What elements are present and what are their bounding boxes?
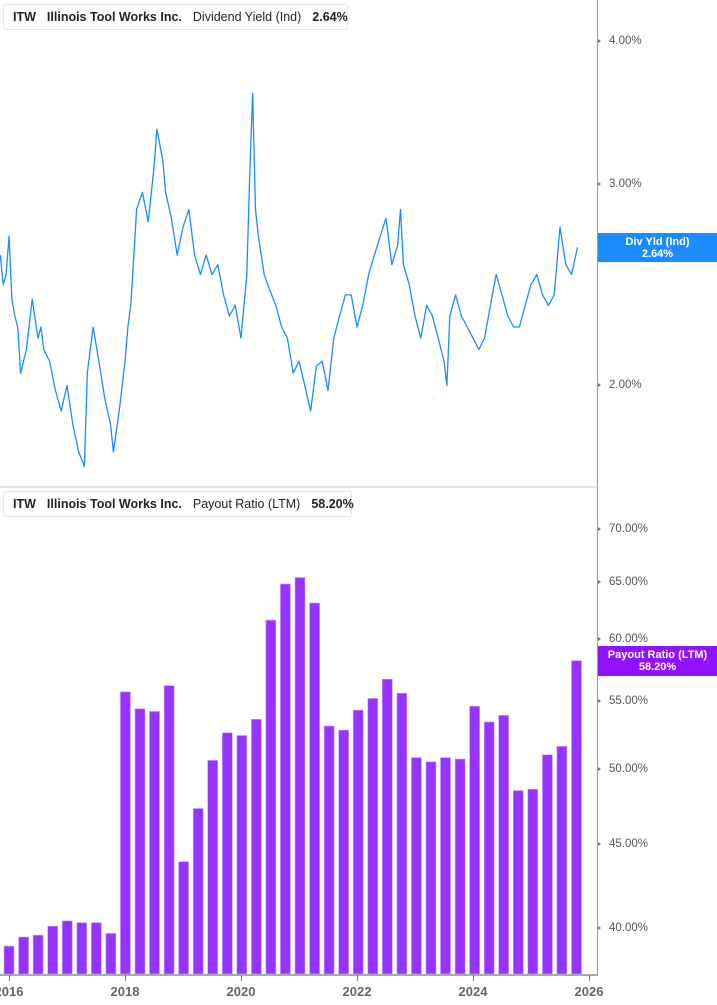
y-tick-mark: [598, 527, 602, 531]
payout-bar[interactable]: [381, 678, 393, 975]
y-tick-label: 65.00%: [609, 575, 649, 588]
x-tick-mark: [357, 975, 358, 981]
payout-ratio-legend[interactable]: ITW Illinois Tool Works Inc. Payout Rati…: [3, 491, 354, 517]
payout-bar[interactable]: [32, 934, 44, 975]
dividend-yield-legend[interactable]: ITW Illinois Tool Works Inc. Dividend Yi…: [3, 4, 348, 30]
x-tick-label: 2024: [458, 984, 488, 999]
y-tick-label: 2.00%: [609, 379, 642, 392]
x-tick-mark: [9, 975, 10, 981]
ticker-label: ITW: [13, 10, 36, 24]
x-tick-mark: [473, 975, 474, 981]
payout-bar[interactable]: [61, 920, 73, 975]
y-tick-mark: [598, 766, 602, 771]
payout-bar[interactable]: [571, 660, 582, 975]
x-tick-mark: [241, 975, 242, 981]
y-tick-mark: [598, 842, 602, 847]
payout-bar[interactable]: [280, 583, 291, 975]
y-tick-mark: [598, 636, 602, 641]
y-tick-mark: [598, 181, 602, 186]
payout-bar[interactable]: [440, 757, 451, 975]
payout-bar[interactable]: [396, 692, 408, 975]
flag-title: Payout Ratio (LTM): [607, 649, 708, 661]
payout-bar[interactable]: [178, 861, 189, 975]
payout-bar[interactable]: [3, 945, 15, 975]
payout-bar[interactable]: [163, 685, 175, 975]
ticker-label: ITW: [13, 497, 36, 511]
payout-bar[interactable]: [18, 936, 29, 975]
current-value-flag: Payout Ratio (LTM) 58.20%: [598, 646, 717, 676]
y-tick-label: 60.00%: [609, 632, 649, 645]
y-tick-mark: [598, 383, 602, 388]
payout-bar[interactable]: [527, 788, 539, 975]
x-tick-mark: [589, 975, 590, 981]
y-axis-line: [597, 0, 598, 487]
metric-label: Payout Ratio (LTM): [192, 497, 301, 511]
x-tick-label: 2016: [0, 984, 24, 999]
company-label: Illinois Tool Works Inc.: [46, 497, 182, 511]
payout-bar[interactable]: [469, 705, 480, 975]
y-axis-line: [597, 487, 598, 975]
payout-bar[interactable]: [352, 709, 364, 975]
x-tick-mark: [125, 975, 126, 981]
payout-bar[interactable]: [251, 718, 262, 975]
panel-divider[interactable]: [0, 486, 598, 488]
payout-bar[interactable]: [323, 725, 335, 975]
flag-value: 58.20%: [638, 661, 677, 673]
payout-bar[interactable]: [47, 925, 59, 975]
payout-bar[interactable]: [454, 758, 466, 975]
y-tick-label: 55.00%: [609, 694, 649, 707]
metric-value: 58.20%: [311, 497, 354, 511]
x-tick-label: 2022: [342, 984, 372, 999]
y-tick-mark: [598, 579, 602, 584]
payout-bar[interactable]: [265, 619, 277, 975]
payout-bar[interactable]: [498, 715, 510, 975]
y-tick-label: 45.00%: [609, 838, 649, 851]
payout-bar[interactable]: [483, 721, 495, 975]
y-tick-mark: [598, 926, 602, 930]
x-tick-label: 2020: [226, 984, 256, 999]
company-label: Illinois Tool Works Inc.: [46, 10, 182, 24]
y-tick-label: 3.00%: [609, 177, 642, 190]
dividend-yield-line-plot: [0, 92, 579, 467]
payout-bar[interactable]: [149, 711, 160, 975]
metric-label: Dividend Yield (Ind): [192, 10, 302, 24]
payout-bar[interactable]: [236, 735, 248, 975]
y-tick-label: 70.00%: [609, 523, 649, 535]
payout-bar[interactable]: [367, 698, 379, 975]
y-tick-label: 4.00%: [609, 35, 642, 47]
x-tick-label: 2026: [574, 984, 604, 999]
flag-title: Div Yld (Ind): [625, 236, 690, 248]
y-tick-mark: [598, 698, 602, 703]
payout-bar[interactable]: [556, 746, 568, 975]
payout-bar[interactable]: [134, 708, 146, 975]
dividend-yield-line: [0, 92, 579, 467]
payout-bar[interactable]: [294, 577, 306, 975]
payout-bar[interactable]: [192, 808, 204, 975]
y-tick-label: 50.00%: [609, 762, 649, 775]
flag-value: 2.64%: [641, 248, 674, 260]
current-value-flag: Div Yld (Ind) 2.64%: [598, 233, 717, 262]
x-axis-line: [0, 974, 598, 976]
payout-bar[interactable]: [542, 754, 553, 975]
dividend-yield-panel: ITW Illinois Tool Works Inc. Dividend Yi…: [0, 0, 717, 487]
payout-bar[interactable]: [338, 729, 350, 975]
payout-bar[interactable]: [120, 691, 131, 975]
x-tick-label: 2018: [110, 984, 140, 999]
payout-bar[interactable]: [309, 602, 320, 975]
payout-bar[interactable]: [425, 761, 437, 975]
payout-bar[interactable]: [411, 757, 422, 975]
payout-bar[interactable]: [207, 760, 218, 975]
payout-bar[interactable]: [76, 922, 88, 975]
metric-value: 2.64%: [312, 10, 348, 24]
payout-bar[interactable]: [105, 933, 117, 975]
payout-bar[interactable]: [512, 790, 524, 975]
payout-bar[interactable]: [222, 732, 233, 975]
payout-bar[interactable]: [91, 922, 102, 975]
y-tick-mark: [598, 39, 602, 43]
y-tick-label: 40.00%: [609, 922, 649, 934]
